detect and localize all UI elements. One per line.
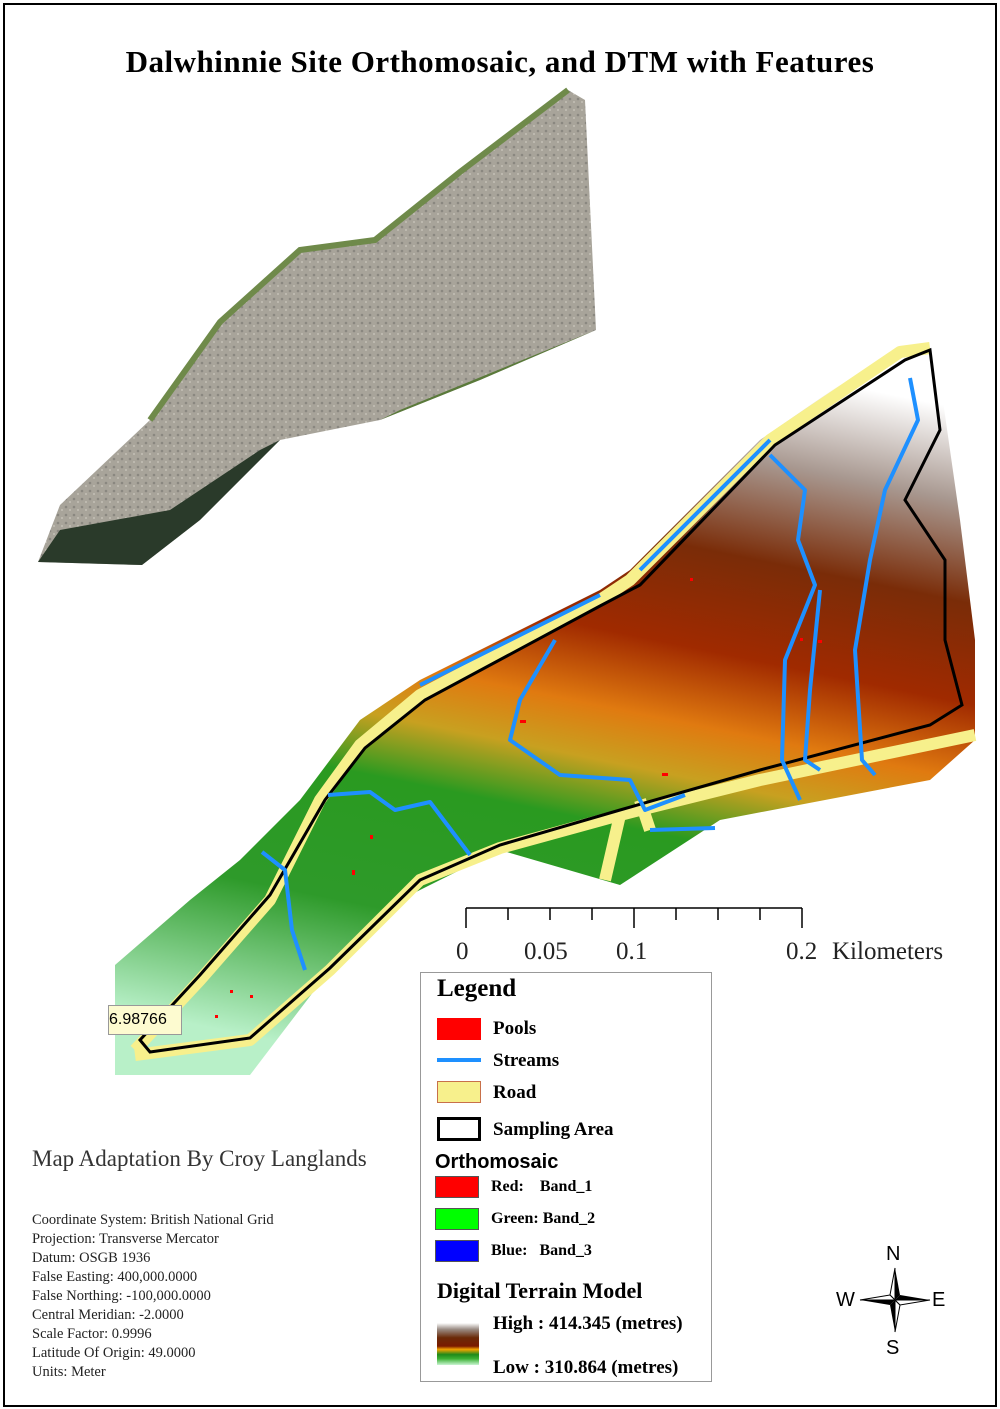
compass-n: N	[886, 1243, 901, 1265]
red-band-swatch	[435, 1176, 479, 1198]
green-band-swatch	[435, 1208, 479, 1230]
compass-e: E	[932, 1289, 946, 1311]
dtm-color-ramp	[437, 1323, 479, 1365]
projection-metadata: Coordinate System: British National Grid…	[32, 1211, 274, 1382]
meta-line: Central Meridian: -2.0000	[32, 1307, 184, 1323]
dtm-raster	[115, 345, 975, 1075]
meta-line: Projection: Transverse Mercator	[32, 1231, 219, 1247]
legend-title: Legend	[437, 975, 517, 1002]
legend: Legend Pools Streams Road Sampling Area …	[420, 972, 712, 1382]
scale-unit: Kilometers	[832, 938, 944, 965]
sampling-area-swatch	[437, 1117, 481, 1141]
scale-tick-label: 0.1	[616, 938, 648, 965]
compass-s: S	[886, 1337, 900, 1359]
map-frame	[3, 3, 997, 1407]
meta-line: False Northing: -100,000.0000	[32, 1288, 211, 1304]
coordinate-readout: 6.98766	[108, 1005, 182, 1035]
legend-road: Road	[493, 1082, 537, 1103]
scale-tick-label: 0.05	[524, 938, 568, 965]
meta-line: Latitude Of Origin: 49.0000	[32, 1345, 196, 1361]
map-title: Dalwhinnie Site Orthomosaic, and DTM wit…	[125, 44, 875, 79]
author-credit: Map Adaptation By Croy Langlands	[32, 1146, 367, 1171]
orthomosaic-title: Orthomosaic	[435, 1151, 559, 1173]
compass-w: W	[836, 1289, 855, 1311]
legend-pools: Pools	[493, 1018, 537, 1039]
meta-line: Datum: OSGB 1936	[32, 1250, 151, 1266]
scale-tick-label: 0	[456, 938, 469, 965]
legend-sampling-area: Sampling Area	[493, 1119, 614, 1140]
sampling-area-boundary	[138, 347, 964, 1054]
streams-layer	[260, 377, 920, 971]
streams-swatch	[437, 1058, 481, 1062]
scale-bar	[465, 907, 803, 928]
meta-line: False Easting: 400,000.0000	[32, 1269, 198, 1285]
dtm-high-label: High : 414.345 (metres)	[493, 1313, 683, 1334]
orthomosaic-image	[38, 87, 596, 565]
pools-layer	[215, 578, 822, 1018]
blue-band-swatch	[435, 1240, 479, 1262]
dtm-low-label: Low : 310.864 (metres)	[493, 1357, 679, 1378]
pools-swatch	[437, 1018, 481, 1040]
legend-red-band: Red: Band_1	[491, 1178, 593, 1195]
scale-tick-label: 0.2	[786, 938, 818, 965]
meta-line: Coordinate System: British National Grid	[32, 1212, 274, 1228]
dtm-title: Digital Terrain Model	[437, 1278, 643, 1303]
road-swatch	[437, 1081, 481, 1103]
legend-streams: Streams	[493, 1050, 560, 1071]
meta-line: Scale Factor: 0.9996	[32, 1326, 152, 1342]
north-arrow-icon	[859, 1267, 931, 1333]
legend-green-band: Green: Band_2	[491, 1210, 596, 1227]
legend-blue-band: Blue: Band_3	[491, 1242, 592, 1259]
meta-line: Units: Meter	[32, 1364, 106, 1380]
